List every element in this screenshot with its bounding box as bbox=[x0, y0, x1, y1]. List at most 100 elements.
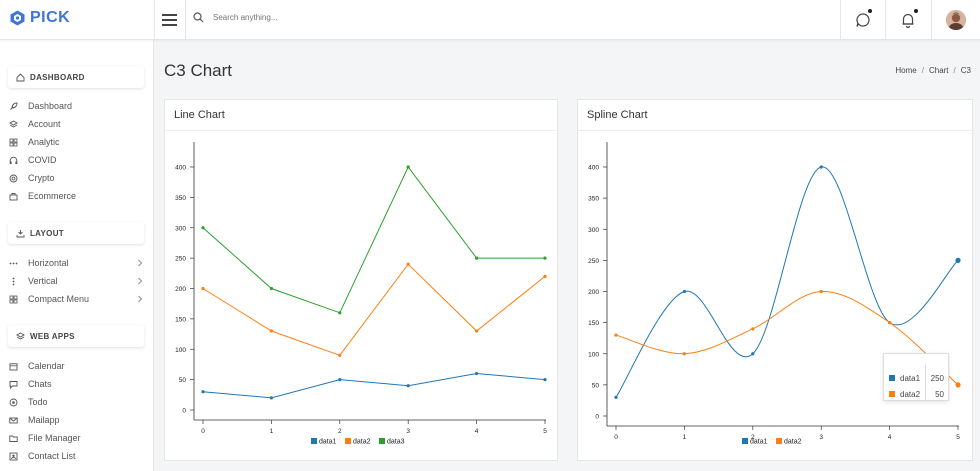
spline-chart: 0 50 100 150 200 250 300 350 400 0 1 2 3 4 5 data1 data2 bbox=[588, 142, 961, 446]
sidebar-item-covid[interactable]: COVID bbox=[9, 153, 149, 167]
y-tick-label: 100 bbox=[175, 347, 186, 354]
sidebar-item-label: Crypto bbox=[28, 173, 55, 183]
line-chart-card: Line Chart 0 50 100 150 200 250 300 350 400 0 1 2 3 4… bbox=[164, 99, 558, 461]
data-point-data1 bbox=[682, 289, 686, 294]
tooltip-series-name: data2 bbox=[900, 389, 921, 399]
y-tick-label: 150 bbox=[175, 316, 186, 323]
tooltip-series-name: data1 bbox=[900, 373, 921, 383]
sidebar-item-file-manager[interactable]: File Manager bbox=[9, 431, 149, 445]
sidebar-item-analytic[interactable]: Analytic bbox=[9, 135, 149, 149]
dots-vertical-icon bbox=[12, 277, 15, 285]
card-title: Line Chart bbox=[165, 100, 557, 131]
data-point-data1 bbox=[955, 257, 961, 263]
coin-icon bbox=[9, 174, 18, 182]
data-point-data1 bbox=[338, 378, 342, 382]
sidebar-item-crypto[interactable]: Crypto bbox=[9, 171, 149, 185]
chat-bubble-icon bbox=[856, 13, 870, 27]
sidebar-item-compact-menu[interactable]: Compact Menu bbox=[9, 292, 149, 306]
sidebar-section-web-apps[interactable]: WEB APPS bbox=[8, 325, 144, 347]
y-tick-label: 200 bbox=[175, 286, 186, 293]
dots-horizontal-icon bbox=[9, 262, 18, 264]
tooltip-row: data2 50 bbox=[884, 386, 950, 402]
sidebar-item-account[interactable]: Account bbox=[9, 117, 149, 131]
card-title: Spline Chart bbox=[578, 100, 972, 131]
sidebar-item-horizontal[interactable]: Horizontal bbox=[9, 256, 149, 270]
data-point-data1 bbox=[406, 384, 410, 388]
tooltip-value: 50 bbox=[935, 389, 944, 399]
sidebar-item-label: Contact List bbox=[28, 451, 76, 461]
chat-icon bbox=[9, 380, 18, 389]
chart-tooltip: data1 250 data2 50 bbox=[883, 353, 949, 401]
header-divider bbox=[840, 0, 841, 40]
series-line-data2 bbox=[615, 290, 959, 386]
sidebar-item-dashboard[interactable]: Dashboard bbox=[9, 99, 149, 113]
sidebar-item-mailapp[interactable]: Mailapp bbox=[9, 413, 149, 427]
y-tick-label: 350 bbox=[588, 196, 599, 203]
search-input[interactable] bbox=[213, 13, 413, 22]
x-tick-label: 2 bbox=[751, 434, 755, 441]
breadcrumb-separator: / bbox=[953, 66, 956, 75]
y-tick-label: 250 bbox=[588, 258, 599, 265]
x-tick-label: 4 bbox=[475, 428, 479, 435]
data-point-data2 bbox=[682, 352, 686, 356]
legend-label-data1: data1 bbox=[750, 439, 768, 446]
legend-swatch-data3 bbox=[379, 438, 385, 444]
section-label: LAYOUT bbox=[30, 228, 64, 238]
data-point-data1 bbox=[201, 390, 205, 394]
home-icon bbox=[16, 72, 25, 81]
grid-icon bbox=[9, 295, 18, 303]
data-point-data1 bbox=[543, 378, 547, 382]
chat-button[interactable] bbox=[854, 9, 872, 29]
breadcrumb-chart-link[interactable]: Chart bbox=[928, 66, 949, 75]
legend-swatch-data1 bbox=[311, 438, 317, 444]
y-tick-label: 100 bbox=[588, 351, 599, 358]
tooltip-divider bbox=[925, 365, 926, 401]
avatar[interactable] bbox=[946, 10, 966, 30]
section-label: WEB APPS bbox=[30, 331, 75, 341]
breadcrumb: Home / Chart / C3 bbox=[895, 66, 971, 75]
sidebar-item-label: Dashboard bbox=[28, 101, 73, 111]
sidebar-item-label: Chats bbox=[28, 379, 52, 389]
data-point-data3 bbox=[475, 256, 479, 260]
logo-text: PICK bbox=[30, 9, 71, 26]
sidebar-item-ecommerce[interactable]: Ecommerce bbox=[9, 189, 149, 203]
chevron-right-icon bbox=[138, 259, 143, 267]
sidebar-section-layout[interactable]: LAYOUT bbox=[8, 222, 144, 244]
y-tick-label: 300 bbox=[175, 225, 186, 232]
headphones-icon bbox=[9, 156, 18, 164]
sidebar-item-calendar[interactable]: Calendar bbox=[9, 359, 149, 373]
x-tick-label: 1 bbox=[270, 428, 274, 435]
y-tick-label: 200 bbox=[588, 289, 599, 296]
sidebar-section-dashboard[interactable]: DASHBOARD bbox=[8, 66, 144, 88]
sidebar-item-label: Calendar bbox=[28, 361, 65, 371]
y-tick-label: 0 bbox=[182, 408, 186, 415]
sidebar-item-label: Horizontal bbox=[28, 258, 69, 268]
section-label: DASHBOARD bbox=[30, 72, 85, 82]
menu-toggle-button[interactable] bbox=[162, 13, 178, 27]
logo[interactable]: PICK bbox=[10, 9, 70, 27]
data-point-data3 bbox=[338, 311, 342, 315]
x-tick-label: 1 bbox=[683, 434, 687, 441]
sidebar-item-contact-list[interactable]: Contact List bbox=[9, 449, 149, 463]
sidebar-item-vertical[interactable]: Vertical bbox=[9, 274, 149, 288]
x-tick-label: 3 bbox=[819, 434, 823, 441]
folder-icon bbox=[9, 435, 18, 442]
data-point-data2 bbox=[543, 274, 547, 278]
sidebar-item-todo[interactable]: Todo bbox=[9, 395, 149, 409]
data-point-data1 bbox=[475, 371, 479, 376]
legend-label-data2: data2 bbox=[353, 439, 371, 446]
data-point-data2 bbox=[819, 289, 823, 294]
sidebar-item-chats[interactable]: Chats bbox=[9, 377, 149, 391]
notifications-button[interactable] bbox=[899, 9, 918, 29]
data-point-data1 bbox=[614, 395, 618, 399]
data-point-data2 bbox=[269, 329, 273, 333]
data-point-data2 bbox=[475, 329, 479, 333]
chevron-right-icon bbox=[138, 295, 143, 303]
data-point-data2 bbox=[338, 353, 342, 357]
data-point-data3 bbox=[201, 226, 205, 230]
y-tick-label: 400 bbox=[175, 165, 186, 172]
grid-icon bbox=[9, 138, 18, 146]
tooltip-row: data1 250 bbox=[884, 370, 950, 386]
x-tick-label: 2 bbox=[338, 428, 342, 435]
breadcrumb-home-link[interactable]: Home bbox=[895, 66, 917, 75]
